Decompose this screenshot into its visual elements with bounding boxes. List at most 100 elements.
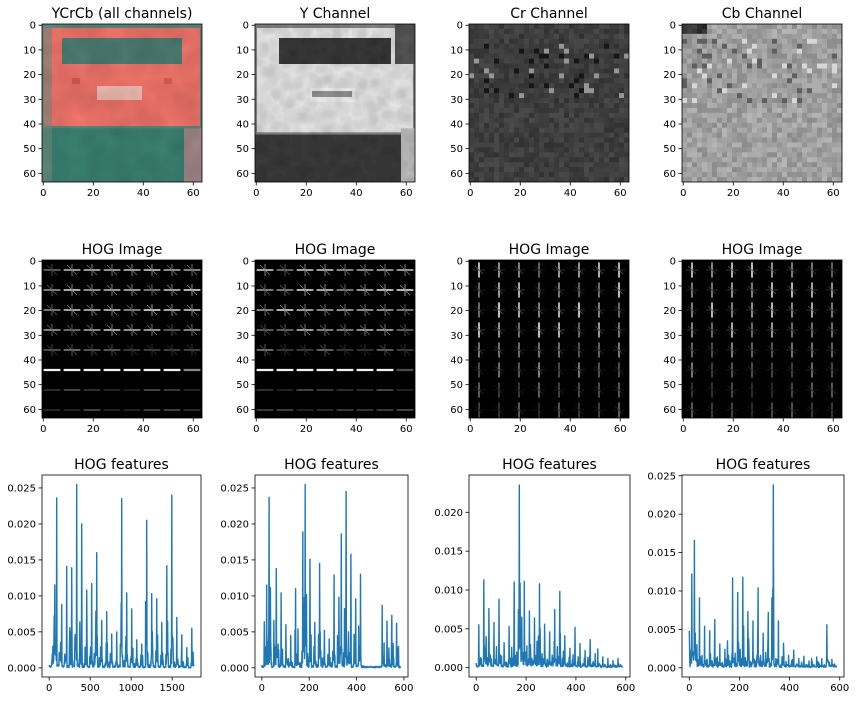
y-tick-label: 40 xyxy=(663,355,676,366)
y-tick-label: 0.015 xyxy=(647,548,676,559)
x-tick-label: 40 xyxy=(137,424,150,435)
y-tick-label: 50 xyxy=(236,380,249,391)
y-tick-label: 40 xyxy=(663,119,676,130)
y-tick-label: 0.010 xyxy=(7,591,36,602)
y-tick-label: 60 xyxy=(236,405,249,416)
image-content xyxy=(255,24,415,182)
panel-title: YCrCb (all channels) xyxy=(51,6,193,22)
panel-title: HOG Image xyxy=(82,242,163,258)
y-tick-label: 20 xyxy=(663,70,676,81)
axes-frame xyxy=(254,23,416,183)
y-tick-label: 0 xyxy=(457,21,463,32)
y-tick-label: 40 xyxy=(450,355,463,366)
x-tick-label: 0 xyxy=(259,683,265,694)
y-tick-label: 0.000 xyxy=(647,663,676,674)
chart-title: HOG features xyxy=(502,457,597,473)
x-tick-label: 0 xyxy=(686,683,692,694)
y-tick-label: 20 xyxy=(236,70,249,81)
x-tick-label: 40 xyxy=(777,188,790,199)
y-tick-label: 40 xyxy=(23,355,36,366)
image-content xyxy=(42,24,202,182)
y-tick-label: 0.025 xyxy=(220,483,249,494)
y-tick-label: 20 xyxy=(450,70,463,81)
axes-frame xyxy=(681,259,843,419)
x-tick-label: 60 xyxy=(827,424,840,435)
y-tick-label: 0 xyxy=(670,257,676,268)
y-tick-label: 30 xyxy=(23,95,36,106)
axes-frame xyxy=(41,474,202,678)
axes-frame xyxy=(41,23,203,183)
x-tick-label: 60 xyxy=(400,424,413,435)
y-tick-label: 30 xyxy=(23,331,36,342)
line-chart-panel: HOG features 0 500 1000 1500 0.000 0.005 0.010 0… xyxy=(7,457,202,694)
axes-frame xyxy=(468,259,630,419)
x-tick-label: 60 xyxy=(614,188,627,199)
series-line xyxy=(688,484,838,669)
line-chart-panel: HOG features 0 200 400 600 0.000 0.005 0.010 0.0… xyxy=(647,457,849,694)
y-tick-label: 10 xyxy=(663,281,676,292)
y-tick-label: 60 xyxy=(236,169,249,180)
x-tick-label: 0 xyxy=(46,683,52,694)
panel-title: HOG Image xyxy=(509,242,590,258)
y-tick-label: 0.005 xyxy=(220,627,249,638)
y-tick-label: 60 xyxy=(450,405,463,416)
image-content xyxy=(682,260,842,418)
axes-frame xyxy=(681,23,843,183)
y-tick-label: 0.015 xyxy=(220,555,249,566)
y-tick-label: 20 xyxy=(450,306,463,317)
x-tick-label: 0 xyxy=(467,424,473,435)
y-tick-label: 50 xyxy=(23,144,36,155)
x-tick-label: 400 xyxy=(566,683,585,694)
x-tick-label: 1500 xyxy=(159,683,184,694)
y-tick-label: 0 xyxy=(457,257,463,268)
x-tick-label: 60 xyxy=(827,188,840,199)
y-tick-label: 0.015 xyxy=(434,547,463,558)
image-content xyxy=(682,24,842,182)
y-tick-label: 20 xyxy=(23,70,36,81)
x-tick-label: 200 xyxy=(300,683,319,694)
x-tick-label: 0 xyxy=(40,188,46,199)
y-tick-label: 0.005 xyxy=(7,627,36,638)
chart-title: HOG features xyxy=(716,457,811,473)
axes-frame xyxy=(254,259,416,419)
y-tick-label: 0.000 xyxy=(220,663,249,674)
y-tick-label: 0.015 xyxy=(7,555,36,566)
x-tick-label: 40 xyxy=(564,188,577,199)
y-tick-label: 0.025 xyxy=(7,483,36,494)
axes-frame xyxy=(41,259,203,419)
y-tick-label: 10 xyxy=(663,45,676,56)
y-tick-label: 10 xyxy=(236,281,249,292)
y-tick-label: 0.010 xyxy=(220,591,249,602)
y-tick-label: 40 xyxy=(236,355,249,366)
y-tick-label: 20 xyxy=(236,306,249,317)
y-tick-label: 40 xyxy=(450,119,463,130)
y-tick-label: 20 xyxy=(663,306,676,317)
x-tick-label: 0 xyxy=(253,188,259,199)
y-tick-label: 10 xyxy=(450,281,463,292)
y-tick-label: 40 xyxy=(23,119,36,130)
x-tick-label: 0 xyxy=(680,188,686,199)
image-panel: YCrCb (all channels) 0 20 40 60 0 10 20 30 40 50 60 xyxy=(23,6,203,199)
y-tick-label: 30 xyxy=(236,331,249,342)
x-tick-label: 600 xyxy=(830,683,849,694)
axes-frame xyxy=(681,474,845,678)
y-tick-label: 50 xyxy=(450,380,463,391)
y-tick-label: 0 xyxy=(30,21,36,32)
y-tick-label: 0 xyxy=(243,257,249,268)
image-panel: Cb Channel 0 20 40 60 0 10 20 30 40 50 60 xyxy=(663,6,843,199)
x-tick-label: 20 xyxy=(514,188,527,199)
x-tick-label: 1000 xyxy=(118,683,143,694)
image-panel: Y Channel 0 20 40 60 0 10 20 30 40 50 60 xyxy=(236,6,416,199)
panel-title: HOG Image xyxy=(295,242,376,258)
panel-title: Cb Channel xyxy=(722,6,803,22)
y-tick-label: 0.020 xyxy=(434,508,463,519)
y-tick-label: 20 xyxy=(23,306,36,317)
chart-title: HOG features xyxy=(284,457,379,473)
x-tick-label: 20 xyxy=(87,188,100,199)
axes-frame xyxy=(254,474,409,678)
x-tick-label: 200 xyxy=(730,683,749,694)
x-tick-label: 600 xyxy=(616,683,635,694)
line-chart-panel: HOG features 0 200 400 600 0.000 0.005 0.010 0.0… xyxy=(220,457,413,694)
y-tick-label: 50 xyxy=(450,144,463,155)
